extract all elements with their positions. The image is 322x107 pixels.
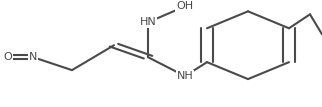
Text: O: O xyxy=(4,52,12,62)
Text: NH: NH xyxy=(177,71,194,81)
Text: HN: HN xyxy=(140,17,156,27)
Text: N: N xyxy=(29,52,37,62)
Text: OH: OH xyxy=(176,1,194,11)
